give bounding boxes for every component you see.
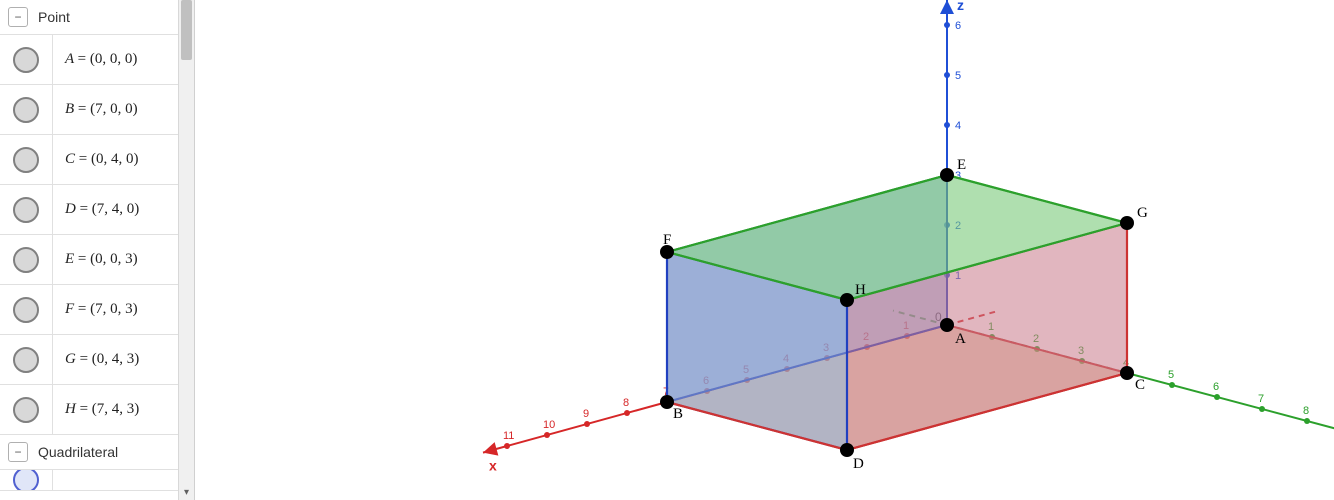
svg-text:10: 10 <box>543 419 555 431</box>
list-item[interactable]: G = (0, 4, 3) <box>0 335 180 385</box>
visibility-toggle-icon[interactable] <box>13 197 39 223</box>
visibility-toggle-icon[interactable] <box>13 470 39 491</box>
object-label: D = (7, 4, 0) <box>53 201 180 218</box>
section-title: Point <box>38 9 70 25</box>
svg-text:E: E <box>957 157 966 173</box>
visibility-cell[interactable] <box>0 285 53 334</box>
svg-text:x: x <box>489 458 497 474</box>
section-title: Quadrilateral <box>38 444 118 460</box>
list-item[interactable]: D = (7, 4, 0) <box>0 185 180 235</box>
visibility-cell[interactable] <box>0 335 53 384</box>
list-item[interactable]: E = (0, 0, 3) <box>0 235 180 285</box>
svg-text:8: 8 <box>623 397 629 409</box>
collapse-icon[interactable]: − <box>8 7 28 27</box>
svg-text:8: 8 <box>1303 405 1309 417</box>
svg-text:5: 5 <box>955 70 961 82</box>
svg-text:11: 11 <box>503 430 514 442</box>
visibility-cell[interactable] <box>0 35 53 84</box>
visibility-toggle-icon[interactable] <box>13 347 39 373</box>
svg-text:5: 5 <box>1168 369 1174 381</box>
chevron-down-icon[interactable]: ▾ <box>181 487 192 498</box>
svg-text:F: F <box>663 232 671 248</box>
svg-text:A: A <box>955 331 966 347</box>
svg-text:9: 9 <box>583 408 589 420</box>
svg-text:6: 6 <box>955 20 961 32</box>
sidebar-scrollbar[interactable]: ▾ <box>178 0 194 500</box>
list-item[interactable]: A = (0, 0, 0) <box>0 35 180 85</box>
object-label: B = (7, 0, 0) <box>53 101 180 118</box>
list-item[interactable]: C = (0, 4, 0) <box>0 135 180 185</box>
svg-text:z: z <box>957 0 964 13</box>
list-item[interactable]: F = (7, 0, 3) <box>0 285 180 335</box>
scroll-thumb[interactable] <box>181 0 192 60</box>
section-header-point[interactable]: − Point <box>0 0 194 35</box>
visibility-cell[interactable] <box>0 235 53 284</box>
visibility-toggle-icon[interactable] <box>13 47 39 73</box>
svg-text:6: 6 <box>1213 381 1219 393</box>
visibility-toggle-icon[interactable] <box>13 147 39 173</box>
svg-text:7: 7 <box>1258 393 1264 405</box>
3d-viewport[interactable]: 1234567891011x1234567891011y123456z0ABCD… <box>195 0 1334 500</box>
algebra-sidebar: − Point A = (0, 0, 0) B = (7, 0, 0) C = (0… <box>0 0 195 500</box>
list-item[interactable]: B = (7, 0, 0) <box>0 85 180 135</box>
svg-text:H: H <box>855 282 866 298</box>
object-label: H = (7, 4, 3) <box>53 401 180 418</box>
visibility-toggle-icon[interactable] <box>13 247 39 273</box>
visibility-cell[interactable] <box>0 135 53 184</box>
svg-text:D: D <box>853 456 864 472</box>
visibility-toggle-icon[interactable] <box>13 397 39 423</box>
svg-text:C: C <box>1135 377 1145 393</box>
visibility-cell[interactable] <box>0 185 53 234</box>
object-label: G = (0, 4, 3) <box>53 351 180 368</box>
list-item[interactable] <box>0 470 180 491</box>
svg-text:4: 4 <box>955 120 961 132</box>
object-label: C = (0, 4, 0) <box>53 151 180 168</box>
object-label: F = (7, 0, 3) <box>53 301 180 318</box>
visibility-toggle-icon[interactable] <box>13 97 39 123</box>
visibility-cell[interactable] <box>0 385 53 434</box>
visibility-toggle-icon[interactable] <box>13 297 39 323</box>
collapse-icon[interactable]: − <box>8 442 28 462</box>
list-item[interactable]: H = (7, 4, 3) <box>0 385 180 435</box>
svg-text:G: G <box>1137 205 1148 221</box>
object-label: E = (0, 0, 3) <box>53 251 180 268</box>
visibility-cell[interactable] <box>0 85 53 134</box>
object-label: A = (0, 0, 0) <box>53 51 180 68</box>
svg-text:B: B <box>673 406 683 422</box>
3d-scene[interactable]: 1234567891011x1234567891011y123456z0ABCD… <box>195 0 1334 500</box>
section-header-quadrilateral[interactable]: − Quadrilateral <box>0 435 194 470</box>
visibility-cell[interactable] <box>0 470 53 490</box>
